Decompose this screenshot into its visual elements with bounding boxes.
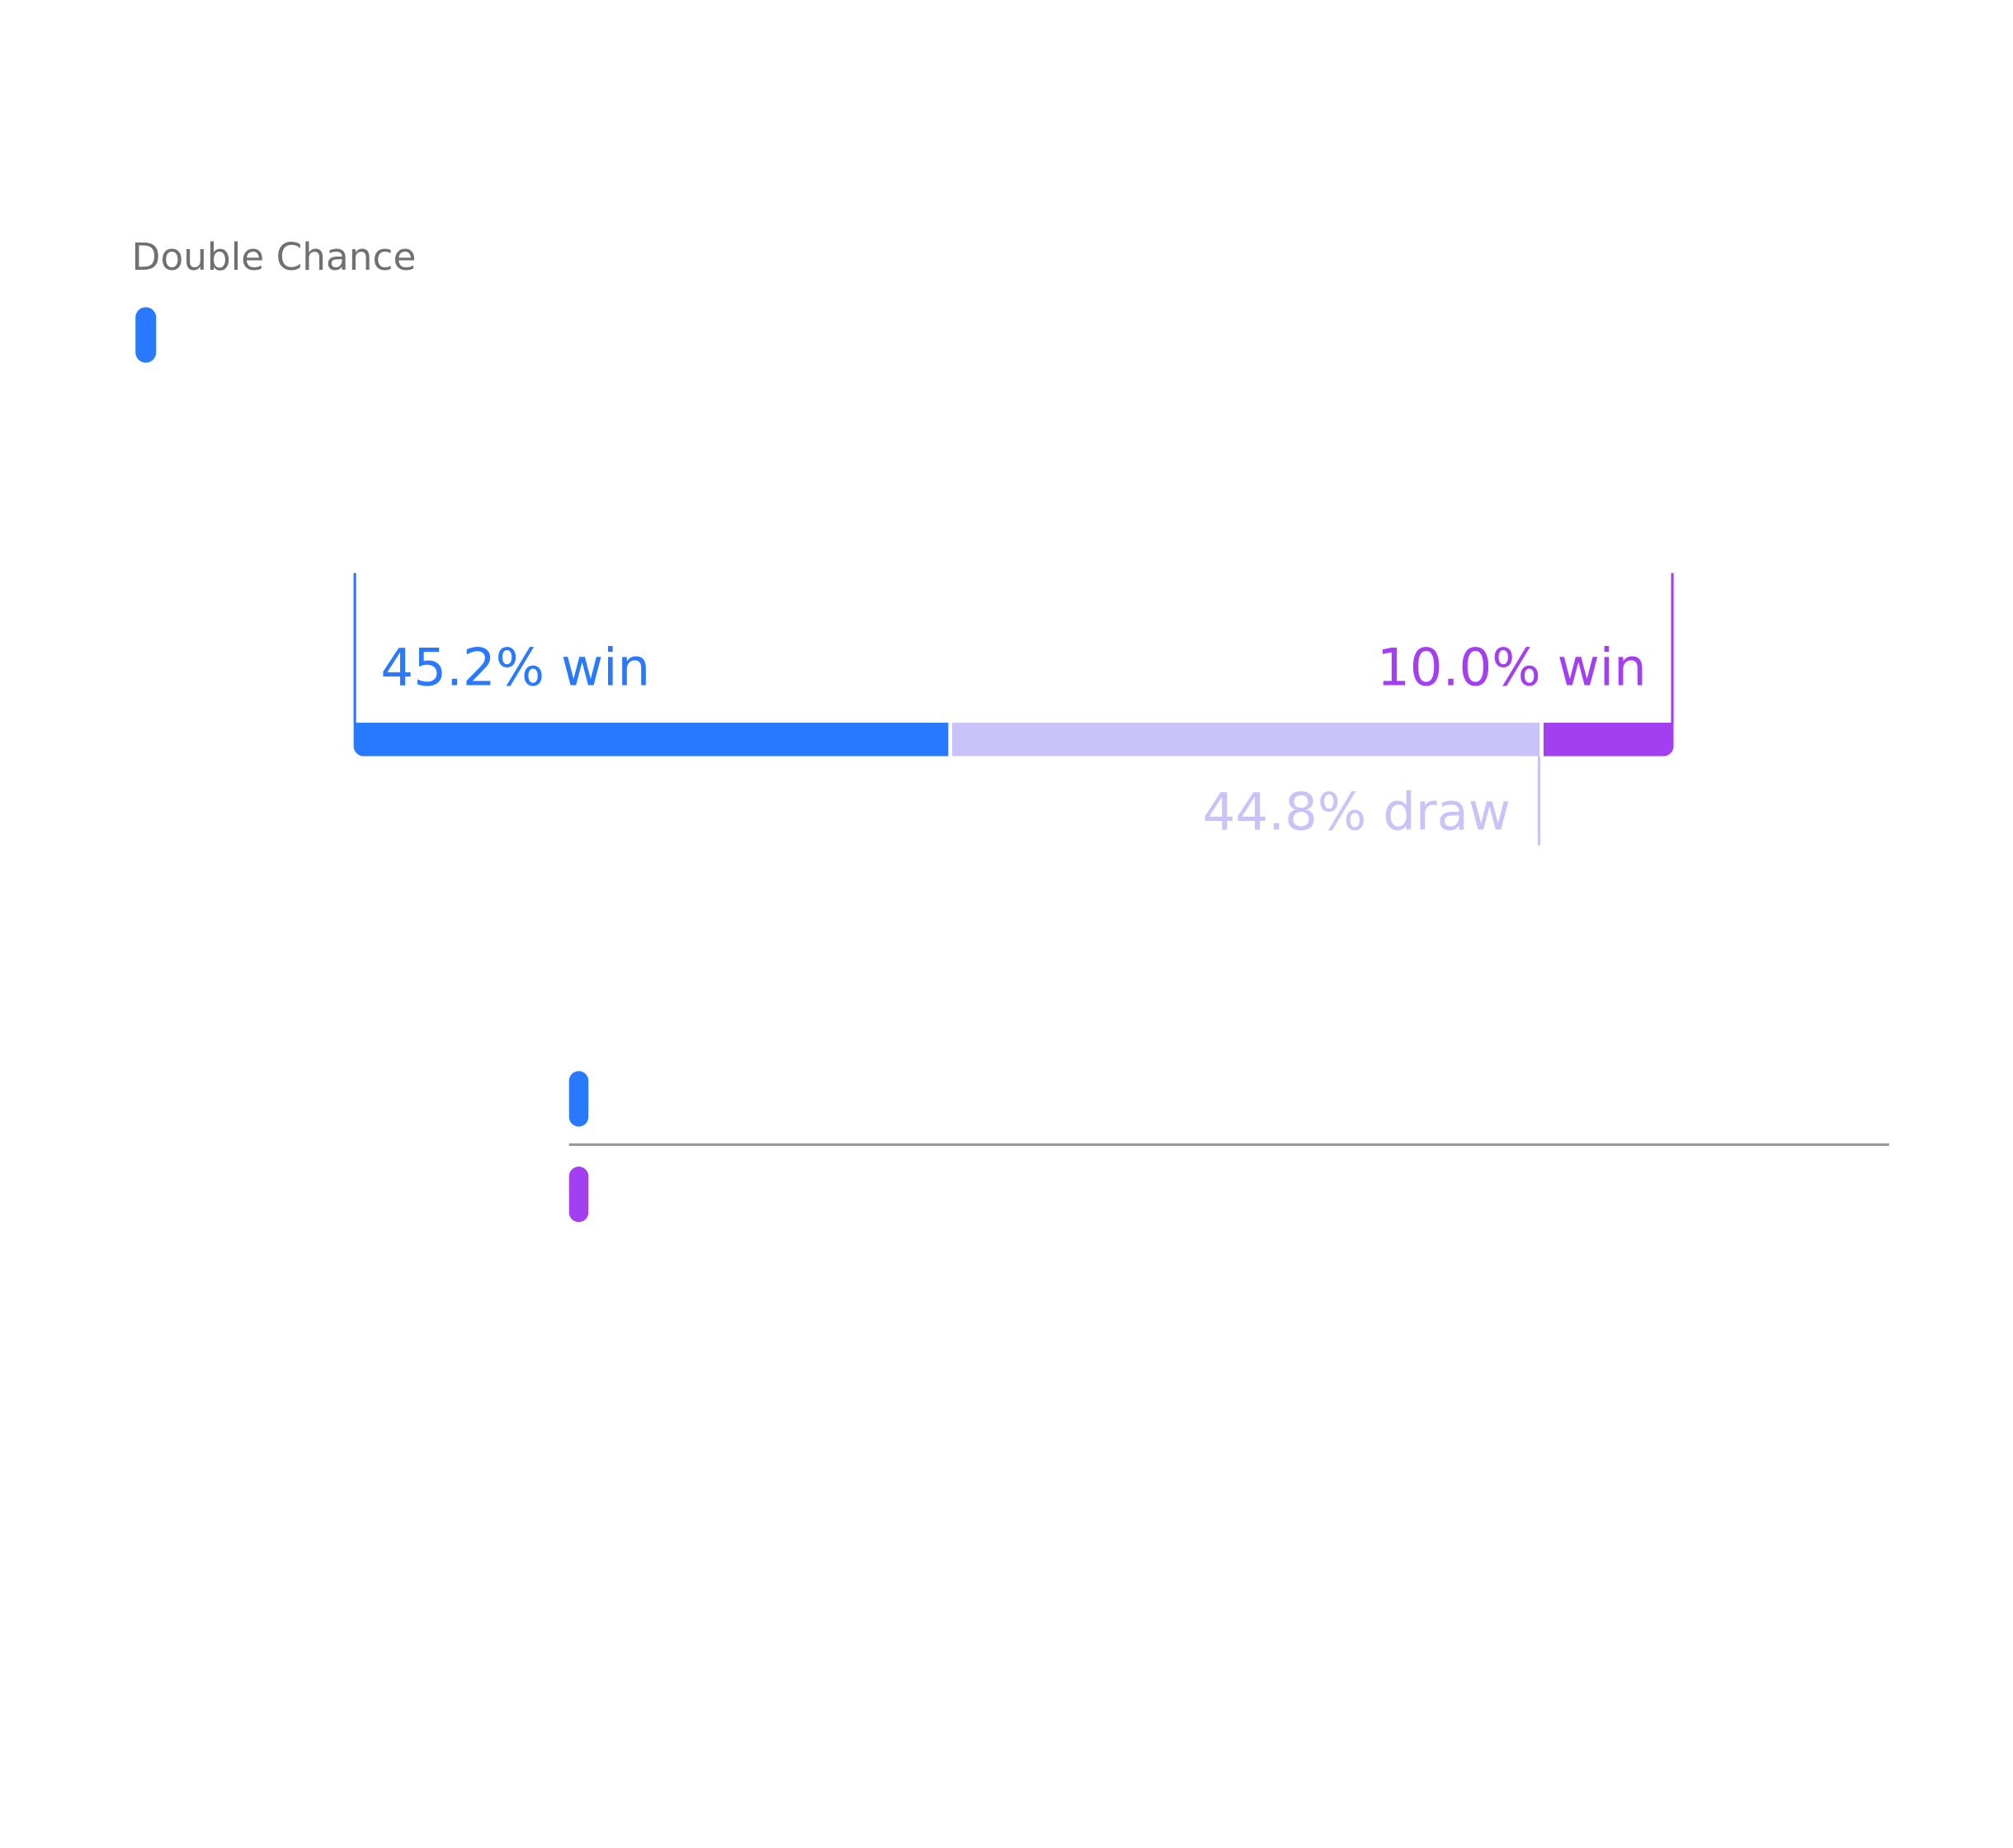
team-pill [135, 307, 157, 363]
chart-title: Double Chance [132, 235, 417, 279]
bar-segment [1541, 723, 1674, 757]
value-label: 10.0% win [1377, 638, 1647, 698]
value-label: 45.2% win [380, 638, 650, 698]
team-pill [568, 1071, 589, 1127]
value-label: 44.8% draw [1203, 782, 1511, 842]
bar-segment [353, 723, 950, 757]
bar-segment [950, 723, 1542, 757]
bar-group [353, 723, 1674, 757]
team-pill [568, 1167, 589, 1223]
